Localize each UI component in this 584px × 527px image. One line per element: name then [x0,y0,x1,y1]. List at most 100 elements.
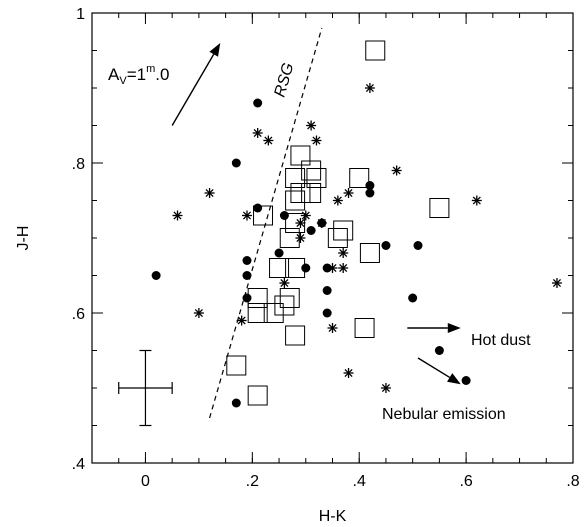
asterisk-point [343,368,354,378]
x-tick-label: 0 [141,473,150,490]
asterisk-stroke [344,368,353,378]
open-square-point [269,258,290,278]
nebular-emission-label: Nebular emission [382,406,506,423]
error-bar [118,349,173,427]
x-tick-label: .2 [246,473,259,490]
y-tick-label: 1 [76,6,85,23]
y-tick-label: .6 [72,306,85,323]
asterisk-stroke [237,316,246,325]
asterisk-stroke [194,308,203,318]
extinction-label-eq: =1 [127,65,146,84]
open-square-point [285,213,306,233]
asterisk-stroke [328,323,337,333]
filled-circle-point [381,241,391,250]
asterisk-stroke [339,263,348,273]
nebular-emission-arrow-head [447,373,461,385]
extinction-label-a: A [108,65,120,84]
asterisk-point [241,210,252,221]
asterisk-point [327,263,338,273]
open-square-point [359,243,380,263]
asterisk-point [236,315,247,326]
open-square-point [247,303,268,323]
open-square-point [301,183,322,203]
asterisk-point [306,120,317,131]
open-square-point [285,258,306,278]
hot-dust-label: Hot dust [471,332,531,349]
open-square-point [274,295,295,316]
open-square-point [247,385,268,406]
extinction-label-val: .0 [155,65,169,84]
filled-circle-point [242,271,252,280]
asterisk-stroke [381,383,391,393]
open-square-point [253,205,274,226]
open-square-point [306,168,327,188]
extinction-arrow-head [209,43,221,57]
filled-circle-point [231,398,241,408]
asterisk-point [338,248,349,258]
asterisk-point [551,278,562,288]
asterisk-stroke [392,166,401,175]
asterisk-stroke [328,263,337,273]
open-square-point [327,228,348,248]
open-square-point [354,318,375,338]
extinction-arrow [171,53,215,126]
open-square-point [290,145,311,166]
asterisk-point [471,195,482,206]
hot-dust-arrow-head [447,323,461,333]
extinction-label-sub: V [119,75,127,87]
asterisk-point [295,218,306,228]
filled-circle-point [279,211,289,220]
extinction-label: AV=1m.0 [108,63,169,87]
asterisk-stroke [339,248,348,258]
asterisk-point [172,210,183,221]
filled-circle-point [242,256,252,265]
asterisk-stroke [365,83,374,93]
asterisk-stroke [552,278,562,288]
asterisk-point [204,188,215,198]
asterisk-point [380,383,391,393]
open-square-point [279,228,300,248]
filled-circle-point [306,226,316,235]
filled-circle-point [274,248,284,258]
asterisk-stroke [205,188,214,198]
open-square-point [301,160,322,181]
x-axis-label: H-K [319,508,347,525]
asterisk-point [311,135,322,146]
asterisk-point [332,195,343,206]
asterisk-stroke [280,278,289,288]
asterisk-stroke [472,196,481,205]
filled-circle-point [253,98,263,108]
filled-circle-point [461,376,471,385]
asterisk-stroke [333,196,342,205]
asterisk-stroke [296,218,305,228]
open-square-point [285,190,306,211]
asterisk-stroke [301,211,310,220]
asterisk-point [252,128,263,138]
filled-circle-point [365,188,375,198]
data-marks [151,40,562,408]
asterisk-point [338,263,349,273]
nebular-emission-arrow [417,357,451,379]
y-tick-label: .8 [72,156,85,173]
rsg-label: RSG [272,61,298,99]
asterisk-point [343,188,354,198]
asterisk-point [327,323,338,333]
filled-circle-point [151,271,161,280]
rsg-line [209,27,323,419]
filled-circle-point [301,263,311,273]
filled-circle-point [231,158,241,168]
filled-circle-point [434,346,444,355]
axes: 0 .2 .4 .6 .8 .4 .6 .8 1 [72,6,580,490]
open-square-point [285,325,306,346]
asterisk-stroke [312,136,321,145]
filled-circle-point [242,293,252,303]
open-square-point [290,183,311,203]
asterisk-stroke [173,211,182,220]
asterisk-stroke [317,218,326,228]
asterisk-stroke [253,128,262,138]
open-square-point [429,198,450,218]
extinction-label-sup: m [146,63,155,75]
y-axis-label: J-H [15,226,32,251]
asterisk-point [364,83,375,93]
asterisk-point [193,308,204,318]
